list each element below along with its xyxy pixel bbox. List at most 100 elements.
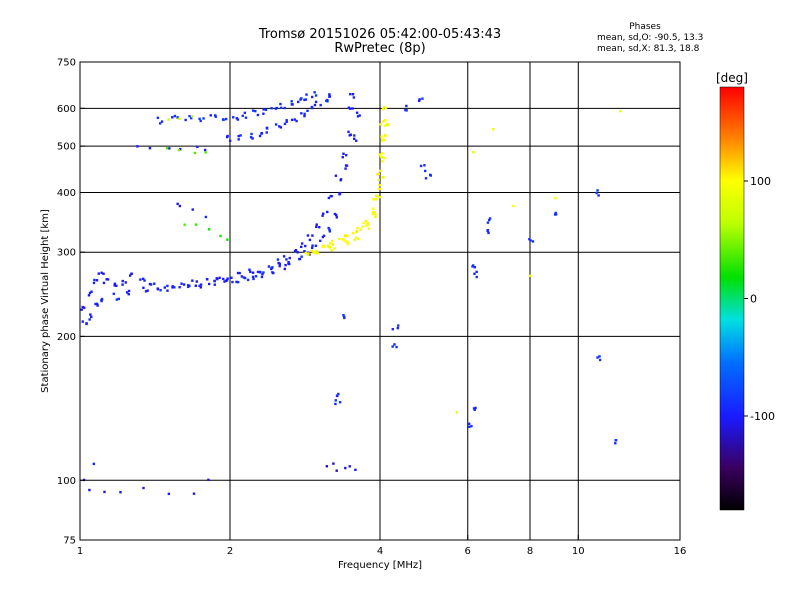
data-point (614, 442, 617, 445)
data-point (254, 275, 258, 278)
data-point (405, 104, 408, 108)
data-point (596, 189, 599, 192)
data-point (256, 113, 260, 117)
data-point (293, 249, 297, 253)
data-point (244, 116, 248, 119)
data-point (359, 228, 362, 231)
data-point (474, 406, 477, 410)
data-point (355, 139, 358, 142)
data-points (80, 91, 622, 496)
data-point (238, 271, 241, 275)
data-point (300, 245, 303, 249)
data-point (598, 355, 601, 358)
colorbar-unit-label: [deg] (716, 71, 748, 85)
data-point (293, 118, 297, 121)
data-point (328, 95, 331, 98)
data-point (528, 274, 532, 278)
data-point (124, 281, 127, 284)
data-point (191, 279, 194, 282)
data-point (258, 271, 262, 274)
data-point (356, 115, 360, 118)
data-point (213, 279, 216, 283)
data-point (142, 286, 145, 289)
data-point (385, 123, 389, 126)
data-point (90, 315, 93, 319)
data-point (357, 237, 360, 241)
data-point (325, 465, 329, 468)
data-point (597, 194, 600, 197)
data-point (179, 147, 182, 151)
data-point (472, 407, 476, 410)
data-point (275, 106, 279, 110)
data-point (395, 345, 398, 349)
data-point (335, 216, 338, 219)
data-point (97, 272, 100, 275)
data-point (183, 223, 186, 226)
y-tick-label: 750 (57, 58, 76, 69)
data-point (331, 243, 335, 246)
data-point (100, 299, 103, 303)
data-point (262, 108, 265, 111)
data-point (343, 316, 346, 320)
data-point (139, 278, 142, 281)
data-point (160, 120, 164, 123)
data-point (156, 116, 160, 120)
data-point (378, 183, 381, 187)
data-point (319, 103, 322, 107)
data-point (373, 211, 376, 214)
data-point (397, 324, 400, 327)
data-point (136, 145, 139, 148)
data-point (236, 271, 240, 275)
data-point (455, 411, 458, 414)
x-tick-label: 4 (377, 546, 383, 557)
data-point (207, 282, 211, 286)
data-point (204, 151, 207, 154)
data-point (128, 274, 132, 277)
data-point (168, 147, 171, 150)
data-point (486, 229, 489, 233)
data-point (252, 277, 255, 281)
data-point (226, 134, 229, 138)
data-point (343, 234, 347, 238)
data-point (380, 138, 384, 141)
data-point (423, 169, 427, 173)
data-point (288, 256, 291, 260)
data-point (144, 290, 148, 293)
data-point (378, 187, 381, 191)
data-point (486, 221, 490, 224)
data-point (321, 235, 325, 239)
data-point (190, 116, 193, 120)
data-point (308, 238, 312, 242)
data-point (222, 277, 225, 281)
data-point (384, 119, 387, 122)
data-point (338, 401, 342, 404)
data-point (260, 275, 264, 279)
data-point (391, 327, 394, 331)
data-point (381, 160, 384, 163)
data-point (304, 244, 307, 248)
data-point (316, 252, 320, 255)
data-point (283, 106, 286, 110)
data-point (342, 152, 345, 155)
data-point (184, 118, 187, 122)
data-point (142, 486, 145, 490)
data-point (327, 196, 331, 200)
data-point (100, 297, 104, 301)
data-point (384, 124, 387, 127)
y-tick-label: 400 (57, 188, 76, 199)
data-point (421, 97, 424, 100)
data-point (192, 492, 196, 495)
y-tick-label: 200 (57, 332, 76, 343)
data-point (176, 202, 179, 206)
data-point (90, 290, 93, 293)
data-point (230, 276, 233, 279)
data-point (353, 238, 357, 241)
data-point (374, 213, 377, 216)
data-point (328, 230, 332, 233)
data-point (306, 234, 310, 237)
data-point (313, 91, 316, 94)
data-point (278, 262, 281, 266)
data-point (326, 244, 330, 247)
data-point (125, 291, 129, 294)
